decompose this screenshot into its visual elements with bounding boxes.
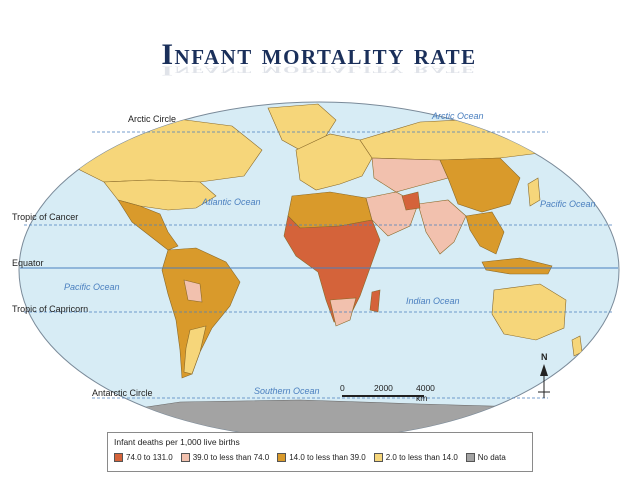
equator-label: Equator [12, 258, 44, 268]
legend-swatch [277, 453, 287, 462]
legend-swatch [373, 453, 383, 462]
legend-label: 14.0 to less than 39.0 [289, 453, 366, 462]
legend: Infant deaths per 1,000 live births 74.0… [107, 432, 533, 472]
legend-item: 74.0 to 131.0 [114, 453, 173, 462]
legend-item: 2.0 to less than 14.0 [373, 453, 458, 462]
tropic-of-capricorn-label: Tropic of Capricorn [12, 304, 89, 314]
canada [59, 117, 263, 183]
southern-africa [329, 297, 357, 327]
tropic-of-cancer-label: Tropic of Cancer [12, 212, 79, 222]
legend-swatch [465, 453, 475, 462]
scale-end: 4000 km [416, 383, 435, 403]
legend-label: 74.0 to 131.0 [126, 453, 173, 462]
legend-swatch [114, 453, 123, 462]
legend-item: No data [465, 453, 506, 462]
compass-arrow-icon [538, 364, 550, 398]
legend-title: Infant deaths per 1,000 live births [114, 437, 240, 447]
pacific-ocean-ne-label: Pacific Ocean [540, 199, 596, 209]
atlantic-ocean-label: Atlantic Ocean [202, 197, 261, 207]
compass-north-label: N [541, 352, 548, 362]
legend-label: 39.0 to less than 74.0 [192, 453, 270, 462]
southern-ocean-label: Southern Ocean [254, 386, 320, 396]
scale-bar: 0 2000 4000 km [340, 383, 440, 403]
legend-items: 74.0 to 131.0 39.0 to less than 74.0 14.… [114, 453, 526, 462]
madagascar [369, 289, 381, 313]
japan [527, 177, 541, 207]
map-title: Infant mortality rate [161, 38, 477, 71]
legend-item: 39.0 to less than 74.0 [180, 453, 270, 462]
indonesia [481, 257, 553, 275]
indian-ocean-label: Indian Ocean [406, 296, 460, 306]
south-asia [417, 199, 467, 255]
arctic-circle-label: Arctic Circle [128, 114, 177, 124]
pacific-ocean-sw-label: Pacific Ocean [64, 282, 120, 292]
mexico-central-america [117, 199, 179, 251]
chile-argentina-south [183, 325, 207, 375]
europe [295, 133, 373, 191]
legend-label: 2.0 to less than 14.0 [385, 453, 458, 462]
antarctic-circle-label: Antarctic Circle [92, 388, 153, 398]
scale-mid: 2000 [374, 383, 393, 393]
legend-label: No data [477, 453, 506, 462]
bolivia-region [183, 279, 203, 303]
china [439, 157, 521, 213]
legend-item: 14.0 to less than 39.0 [277, 453, 366, 462]
legend-swatch [180, 453, 190, 462]
arctic-ocean-label: Arctic Ocean [432, 111, 484, 121]
southeast-asia [465, 211, 505, 255]
afghanistan [401, 191, 421, 211]
scale-zero: 0 [340, 383, 345, 393]
scale-line [342, 395, 424, 397]
